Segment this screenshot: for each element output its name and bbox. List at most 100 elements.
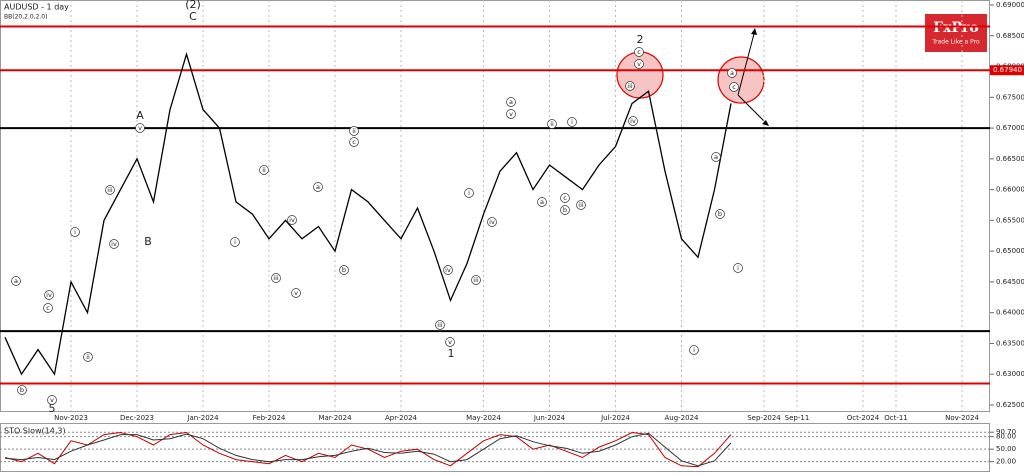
wave-circle [443,265,453,275]
wave-circle [634,59,644,69]
wave-label: (2) [185,0,201,11]
wave-label: b [718,210,722,218]
wave-label: a [509,98,513,106]
y-tick-label: 0.63000 [996,370,1024,378]
x-tick-label: Sep-2024 [747,414,781,422]
x-tick-label: Nov-2023 [54,414,88,422]
wave-circle [547,119,557,129]
wave-circle [135,123,145,133]
wave-circle [44,290,54,300]
wave-label: c [732,83,736,91]
price-line [4,431,732,468]
wave-circle [109,239,119,249]
wave-label: v [138,124,142,132]
x-tick-label: Jan-2024 [186,414,219,422]
x-tick-label: May-2024 [466,414,501,422]
wave-label: iii [578,201,584,209]
wave-circle [339,265,349,275]
wave-label: a [540,198,544,206]
wave-label: a [316,183,320,191]
wave-circle [435,320,445,330]
y-tick-label: 20.00 [996,458,1016,466]
y-tick-label: 0.66000 [996,186,1024,194]
arrow [737,94,768,125]
wave-label: iii [473,276,479,284]
x-tick-label: Oct-11 [884,414,908,422]
logo-box [925,14,987,52]
y-tick-label: 0.65000 [996,247,1024,255]
wave-label: v [637,60,641,68]
wave-circle [445,337,455,347]
y-tick-label: 0.67500 [996,93,1024,101]
wave-label: iii [107,186,113,194]
x-tick-label: Feb-2024 [253,414,286,422]
wave-circle [576,200,586,210]
wave-circle [729,82,739,92]
wave-circle [11,276,21,286]
wave-circle [506,97,516,107]
wave-circle [715,209,725,219]
stoch-frame [0,423,990,472]
wave-label: i [571,118,573,126]
wave-circle [487,217,497,227]
x-tick-label: Apr-2024 [385,414,418,422]
wave-label: i [693,346,695,354]
y-tick-label: 0.62500 [996,401,1024,409]
highlight-circle [616,51,664,99]
wave-label: 5 [49,402,56,415]
arrow [737,29,756,96]
y-tick-label: 0.69000 [996,1,1024,9]
wave-label: ii [262,166,266,174]
wave-label: a [730,69,734,77]
highlight-circle [717,56,765,104]
wave-circle [628,116,638,126]
wave-label: c [563,194,567,202]
wave-circle [291,288,301,298]
wave-label: ii [86,353,90,361]
price-line [4,432,732,467]
x-tick-label: Dec-2023 [120,414,154,422]
y-tick-label: 0.64500 [996,278,1024,286]
price-tag [990,65,1024,76]
wave-label: iii [437,321,443,329]
wave-circle [471,275,481,285]
wave-label: i [74,228,76,236]
wave-label: c [46,304,50,312]
wave-circle [230,237,240,247]
y-tick-label: 0.63500 [996,339,1024,347]
wave-label: c [637,48,641,56]
wave-label: i [234,238,236,246]
wave-label: v [448,338,452,346]
wave-label: 1 [448,347,455,360]
main-frame [0,0,990,412]
wave-circle [47,395,57,405]
wave-label: v [509,110,513,118]
wave-circle [506,109,516,119]
wave-label: 2 [637,33,644,46]
wave-label: i [468,189,470,197]
y-tick-label: 0.64000 [996,309,1024,317]
wave-label: b [563,206,567,214]
wave-circle [537,197,547,207]
wave-circle [313,182,323,192]
y-tick-label: 0.68500 [996,32,1024,40]
x-tick-label: Nov-2024 [945,414,979,422]
wave-circle [287,215,297,225]
logo-brand: FxPro [933,20,979,36]
y-tick-label: 0.66500 [996,155,1024,163]
wave-label: iv [489,218,495,226]
wave-label: iii [273,274,279,282]
x-tick-label: Jun-2024 [533,414,566,422]
wave-circle [567,117,577,127]
wave-circle [259,165,269,175]
wave-circle [70,227,80,237]
arrow-head [762,120,769,126]
wave-label: v [50,396,54,404]
wave-label: b [20,386,24,394]
wave-label: iv [111,240,117,248]
wave-circle [17,385,27,395]
x-tick-label: Mar-2024 [318,414,352,422]
